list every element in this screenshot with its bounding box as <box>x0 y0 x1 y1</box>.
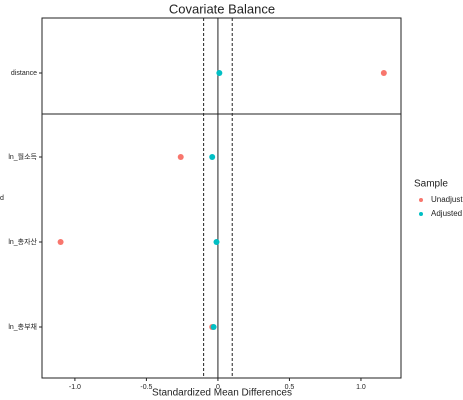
x-tick-label: -0.5 <box>140 384 152 391</box>
x-tick-label: 0 <box>216 384 220 391</box>
x-axis-label: Standardized Mean Differences <box>152 388 292 399</box>
point <box>57 239 64 245</box>
point <box>210 324 217 330</box>
legend-label: Adjusted <box>431 209 462 218</box>
point <box>216 70 223 76</box>
y-axis-label: d <box>0 195 4 202</box>
point <box>209 154 216 160</box>
y-tick-label: ln_총자산 <box>8 237 37 246</box>
panel-border <box>41 17 402 379</box>
point <box>213 239 220 245</box>
legend-title: Sample <box>414 179 448 190</box>
point <box>380 70 387 76</box>
y-tick-label: ln_월소득 <box>8 152 37 161</box>
x-tick-label: -1.0 <box>69 384 81 391</box>
chart-title: Covariate Balance <box>169 1 275 16</box>
y-tick-label: distance <box>11 70 37 77</box>
point <box>177 154 184 160</box>
legend-marker <box>419 212 423 216</box>
legend-marker <box>419 198 423 202</box>
legend-label: Unadjusted <box>431 195 463 204</box>
x-tick-label: 1.0 <box>356 384 366 391</box>
x-tick-label: 0.5 <box>285 384 295 391</box>
y-tick-label: ln_총부채 <box>8 322 37 331</box>
